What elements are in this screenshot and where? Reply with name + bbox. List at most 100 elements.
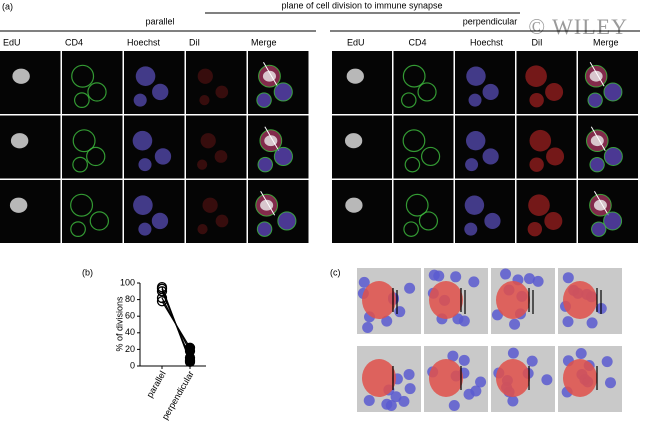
micrograph bbox=[578, 115, 638, 179]
merge-dye bbox=[277, 211, 296, 231]
micrograph bbox=[186, 180, 247, 243]
merge-dye bbox=[603, 82, 622, 101]
data-point bbox=[156, 292, 168, 304]
target-cell bbox=[362, 359, 396, 397]
y-tick-label: 100 bbox=[120, 277, 135, 287]
membrane bbox=[87, 82, 107, 102]
merge-dye bbox=[274, 82, 293, 102]
merge-dye bbox=[603, 211, 622, 230]
nucleus bbox=[135, 66, 156, 87]
micrograph bbox=[186, 115, 247, 179]
dye bbox=[215, 85, 229, 99]
target-cell bbox=[429, 359, 463, 397]
panel-label: (b) bbox=[82, 267, 93, 277]
group-label: parallel bbox=[145, 16, 174, 26]
column-label: CD4 bbox=[409, 37, 427, 47]
target-cell bbox=[496, 359, 530, 397]
panel-label: (c) bbox=[330, 267, 341, 277]
membrane bbox=[403, 221, 419, 237]
micrograph bbox=[0, 180, 61, 243]
division-axis bbox=[589, 61, 605, 87]
cell bbox=[385, 399, 397, 411]
cell bbox=[394, 306, 406, 318]
membrane bbox=[404, 156, 421, 173]
division-axis bbox=[263, 61, 278, 87]
merge-membrane bbox=[273, 82, 293, 102]
cell bbox=[358, 276, 370, 288]
merge-dye bbox=[604, 147, 623, 166]
cell bbox=[509, 318, 521, 330]
nucleus bbox=[468, 93, 482, 107]
y-tick-label: 40 bbox=[125, 327, 135, 337]
micrograph bbox=[332, 180, 392, 243]
pair-line bbox=[161, 300, 191, 349]
y-tick-label: 0 bbox=[130, 360, 135, 370]
y-tick-label: 80 bbox=[125, 294, 135, 304]
nucleus bbox=[154, 148, 172, 165]
cell bbox=[604, 377, 616, 389]
panel-title: plane of cell division to immune synapse bbox=[281, 0, 442, 10]
micrograph bbox=[455, 51, 515, 114]
micrograph bbox=[393, 180, 454, 243]
nucleus bbox=[133, 93, 147, 107]
micrograph bbox=[0, 115, 61, 179]
y-tick-label: 20 bbox=[125, 344, 135, 354]
micrograph bbox=[124, 51, 185, 114]
cell bbox=[450, 271, 462, 283]
division-axis bbox=[590, 126, 606, 151]
dye bbox=[546, 147, 565, 166]
micrograph bbox=[124, 180, 185, 243]
micrograph bbox=[455, 115, 515, 179]
nucleus bbox=[12, 68, 30, 84]
dye bbox=[197, 224, 208, 235]
x-tick-label: parallel bbox=[145, 369, 168, 399]
cell bbox=[562, 316, 574, 328]
cell bbox=[447, 350, 459, 362]
dye bbox=[545, 82, 564, 101]
membrane bbox=[402, 64, 426, 88]
nucleus bbox=[138, 158, 152, 172]
column-label: CD4 bbox=[65, 37, 83, 47]
column-label: Merge bbox=[251, 37, 277, 47]
nucleus bbox=[9, 197, 28, 213]
membrane bbox=[72, 156, 89, 173]
dye bbox=[202, 197, 218, 213]
merge-membrane bbox=[256, 221, 273, 237]
cell bbox=[452, 313, 464, 325]
membrane bbox=[86, 146, 106, 167]
column-label: DiI bbox=[189, 37, 200, 47]
membrane bbox=[405, 193, 429, 217]
nucleus bbox=[482, 83, 499, 101]
membrane bbox=[418, 211, 439, 231]
nucleus bbox=[10, 133, 29, 149]
membrane bbox=[72, 129, 96, 153]
merge-membrane bbox=[587, 92, 603, 108]
panel-label: (a) bbox=[2, 1, 13, 11]
dye bbox=[544, 211, 563, 230]
nucleus bbox=[466, 66, 486, 86]
micrograph bbox=[124, 115, 185, 179]
nucleus bbox=[484, 212, 501, 230]
cell bbox=[500, 268, 512, 280]
cell bbox=[562, 272, 574, 284]
nucleus bbox=[346, 68, 364, 84]
data-point bbox=[156, 286, 168, 297]
micrograph bbox=[516, 51, 577, 114]
cell bbox=[448, 399, 460, 411]
cell bbox=[507, 395, 519, 407]
merge-membrane bbox=[256, 92, 272, 108]
dye bbox=[197, 68, 213, 84]
micrograph bbox=[62, 180, 123, 243]
merge-dye bbox=[591, 221, 606, 237]
merge-membrane bbox=[585, 129, 609, 152]
cell bbox=[532, 275, 544, 287]
cell bbox=[601, 356, 613, 368]
dye bbox=[214, 150, 228, 163]
nucleus bbox=[482, 148, 499, 165]
dye bbox=[529, 92, 544, 108]
cell bbox=[428, 269, 440, 281]
micrograph bbox=[248, 180, 309, 243]
cell bbox=[403, 368, 415, 380]
watermark: © WILEY bbox=[528, 14, 628, 39]
y-axis-label: % of divisions bbox=[114, 296, 124, 352]
